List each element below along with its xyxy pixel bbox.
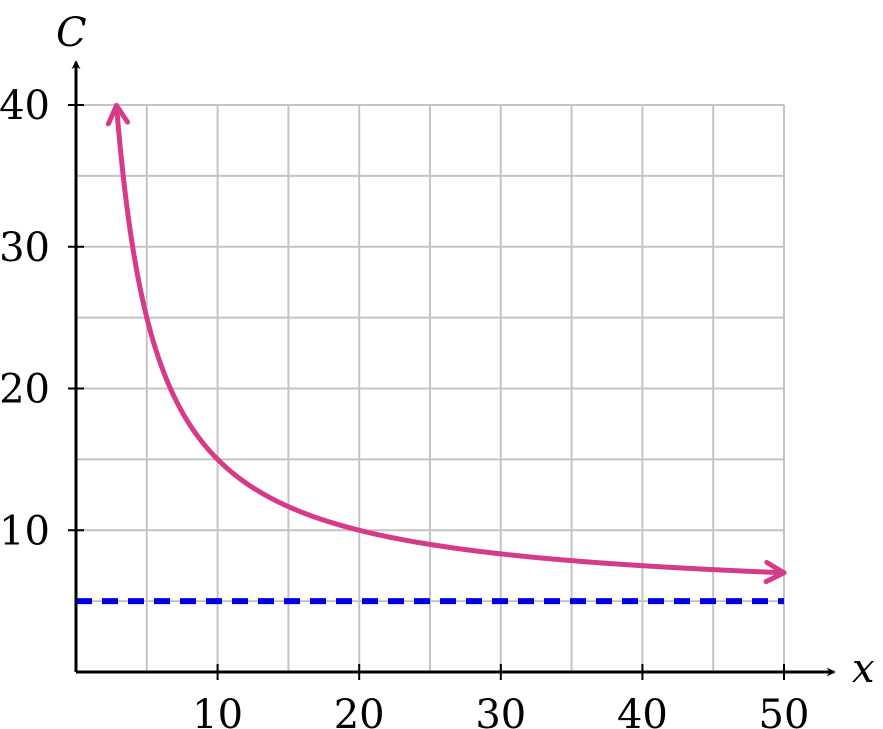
x-axis-label: x bbox=[852, 646, 875, 692]
x-tick-label: 20 bbox=[334, 692, 385, 729]
y-tick-label: 10 bbox=[0, 508, 50, 554]
x-tick-label: 40 bbox=[617, 692, 668, 729]
y-tick-label: 30 bbox=[0, 225, 50, 271]
y-axis-label: C bbox=[56, 10, 87, 56]
ticks: 10 20 30 40 50 10 20 30 40 bbox=[0, 83, 809, 729]
grid bbox=[76, 104, 785, 672]
y-tick-label: 40 bbox=[0, 83, 50, 129]
x-tick-label: 30 bbox=[475, 692, 526, 729]
curve-line bbox=[114, 103, 787, 576]
axes bbox=[71, 60, 836, 677]
curve-layer bbox=[105, 103, 787, 585]
x-tick-label: 10 bbox=[192, 692, 243, 729]
curve-arrowhead bbox=[105, 103, 131, 127]
y-tick-label: 20 bbox=[0, 367, 50, 413]
x-tick-label: 50 bbox=[759, 692, 810, 729]
curve-arrowhead bbox=[763, 559, 787, 585]
